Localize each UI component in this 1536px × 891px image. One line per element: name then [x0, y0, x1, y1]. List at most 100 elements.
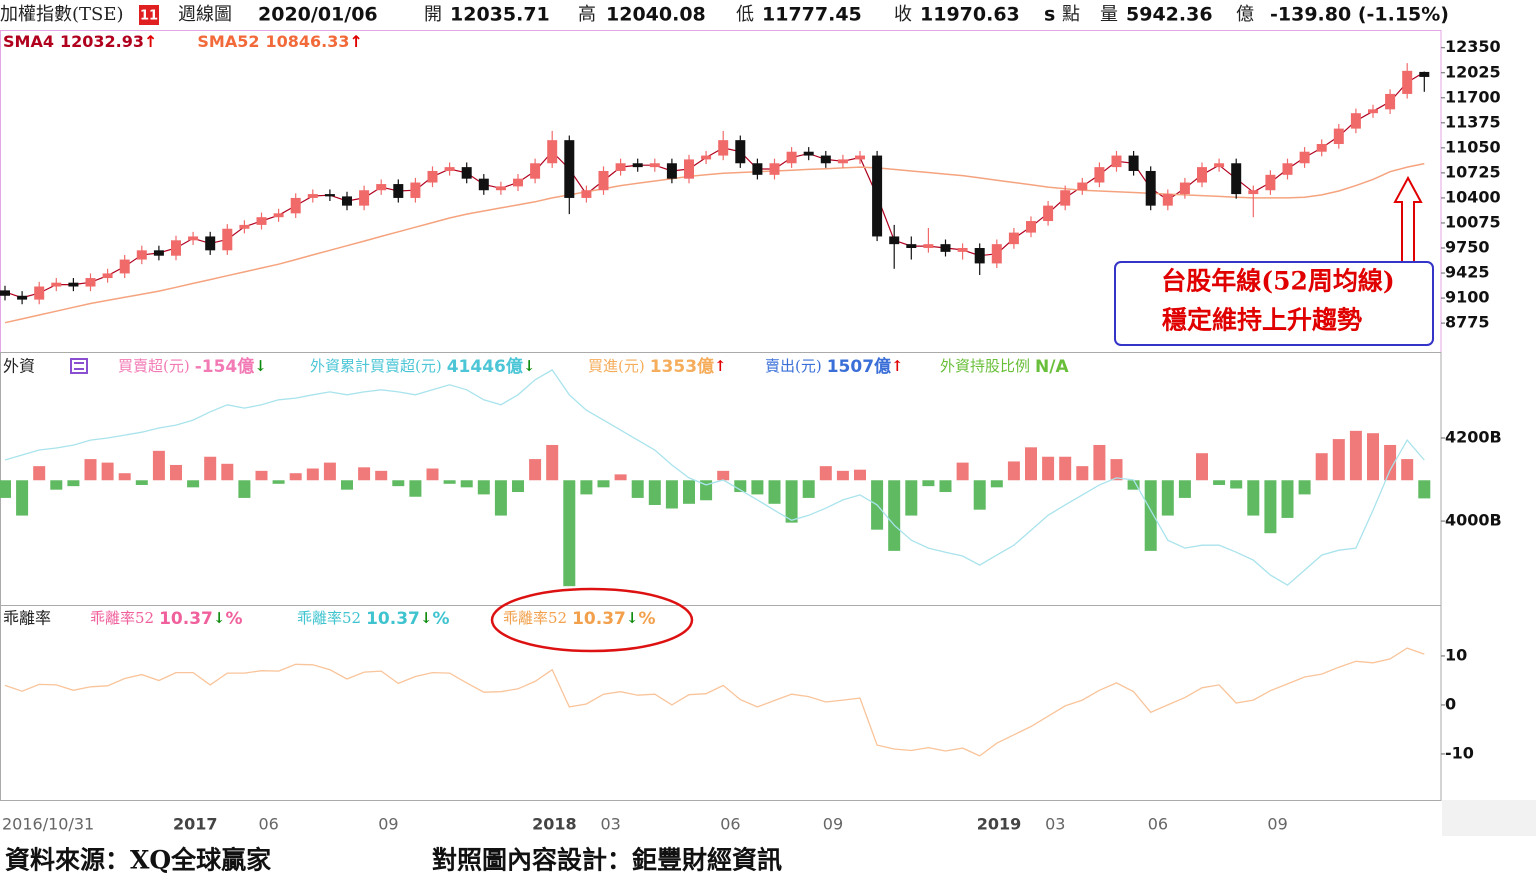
y-tick-label: -10 [1445, 743, 1474, 762]
net-bar [289, 473, 302, 481]
candle-body [324, 194, 335, 197]
net-bar [16, 480, 29, 516]
legend-entry: 買賣超(元) -154億↓ [118, 356, 267, 377]
net-bar [512, 480, 524, 493]
net-bar [785, 480, 798, 523]
candle-body [290, 197, 301, 214]
net-bar [939, 480, 952, 493]
candle-body [188, 236, 199, 241]
candle-body [85, 278, 96, 287]
candle-body [51, 282, 62, 287]
net-bar [221, 463, 234, 481]
corner [1442, 800, 1536, 836]
x-tick-label: 03 [1045, 815, 1065, 834]
panel-title: 乖離率 [3, 609, 51, 628]
candle-body [0, 290, 10, 296]
candle-body [666, 163, 677, 179]
annotation: 台股年線(52周均線) 穩定維持上升趨勢 [1114, 175, 1434, 346]
y-tick-label: 0 [1445, 694, 1456, 713]
candle-body [410, 182, 421, 198]
legend-value: 1507億 [827, 356, 891, 377]
candle-body [1145, 170, 1156, 206]
legend-value: 10.37 [159, 609, 213, 629]
candle-body [1008, 232, 1019, 245]
candle-body [632, 163, 643, 168]
highlight-circle [490, 587, 694, 653]
candle-body [1128, 155, 1139, 171]
candle-body [68, 282, 79, 287]
net-bar [1178, 480, 1191, 498]
candle-body [855, 155, 865, 160]
legend-name: 賣出(元) [765, 357, 822, 375]
candle-body [718, 140, 729, 156]
legend-name: 買賣超(元) [118, 357, 190, 375]
net-bar [84, 459, 97, 481]
net-bar [1127, 480, 1140, 490]
net-bar [751, 480, 764, 495]
net-bar [306, 468, 319, 481]
net-bar [854, 469, 866, 481]
net-bar [1418, 480, 1431, 499]
net-bar [990, 480, 1003, 488]
candle-body [889, 236, 900, 245]
net-bar [0, 480, 11, 498]
candle-body [1265, 174, 1276, 191]
net-bar [1264, 480, 1277, 534]
volume-unit: 億 [1236, 4, 1254, 25]
candle-body [1385, 93, 1396, 110]
legend-entry: 外資累計買賣超(元) 41446億↓ [310, 356, 535, 377]
candle-body [342, 196, 352, 206]
candle-body [752, 163, 763, 175]
candle-body [239, 224, 250, 229]
close-value: 11970.63 [920, 4, 1020, 26]
candle-body [547, 140, 558, 164]
candle-body [1026, 221, 1036, 233]
net-bar [1247, 480, 1260, 516]
net-bar [67, 480, 80, 487]
candle-body [273, 213, 284, 218]
candle-body [1077, 182, 1088, 191]
moving-average-line [4, 162, 1425, 324]
x-tick-label: 09 [378, 815, 398, 834]
plot: 12350 12025 11700 11375 11050 10725 10400 10075… [0, 30, 1502, 834]
net-bar [922, 480, 935, 487]
legend-arrow: ↓ [213, 609, 226, 627]
net-bar [1349, 430, 1362, 481]
y-tick-label: 12025 [1445, 62, 1501, 81]
candle-body [461, 167, 472, 179]
candle-body [837, 159, 848, 164]
candle-body [872, 155, 883, 237]
candle-body [376, 184, 387, 191]
net-bar [255, 470, 268, 481]
net-bar [392, 480, 405, 487]
candle-body [957, 248, 968, 252]
legend-value: 10.37 [366, 609, 420, 629]
legend-name: SMA4 [3, 32, 54, 51]
legend-value: -154億 [195, 356, 255, 377]
candle-body [581, 190, 592, 198]
net-bar [580, 480, 593, 495]
net-bar [477, 480, 490, 495]
net-bar [819, 466, 832, 481]
legend-arrow: ↑ [891, 357, 904, 375]
net-bar [546, 444, 559, 481]
net-bar [1213, 480, 1226, 485]
candle-body [444, 167, 455, 171]
y-tick-label: 9425 [1445, 263, 1490, 282]
candle-body [17, 295, 28, 300]
candle-body [256, 217, 267, 225]
candle-body [1111, 155, 1122, 168]
legend-entry: 買進(元) 1353億↑ [588, 356, 727, 377]
net-bar [597, 480, 610, 488]
candle-body [1368, 109, 1378, 114]
candle-body [923, 244, 934, 249]
net-bar [152, 450, 165, 481]
legend-value: 10846.33 [265, 32, 349, 51]
header: 加權指數(TSE) 11 週線圖 2020/01/06 開 12035.71 高… [0, 4, 1449, 26]
net-bar [1384, 444, 1397, 481]
net-bar [1042, 456, 1055, 481]
legend-name: 乖離率52 [297, 609, 361, 627]
net-bar [33, 466, 46, 481]
net-bar [717, 470, 730, 481]
badge [139, 5, 159, 25]
